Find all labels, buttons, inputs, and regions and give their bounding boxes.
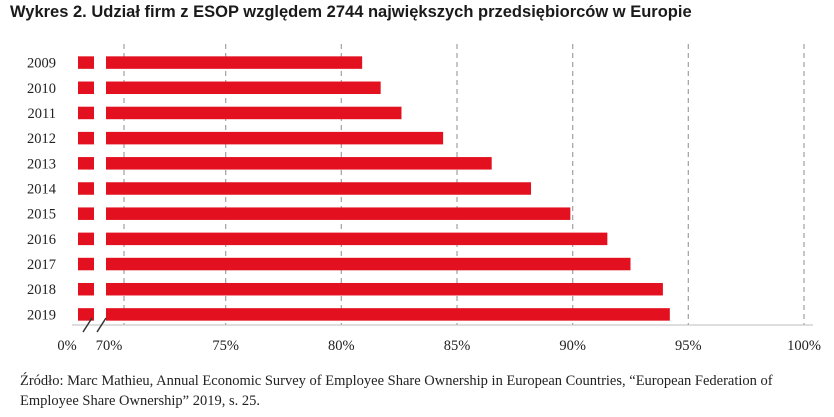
xtick-label-80: 80% — [328, 338, 355, 354]
bar-2013 — [106, 157, 492, 170]
chart-title: Wykres 2. Udział firm z ESOP względem 27… — [10, 3, 692, 21]
axis-break-mark-1 — [82, 317, 93, 333]
xtick-label-90: 90% — [559, 338, 586, 354]
bar-2010 — [106, 81, 381, 95]
bar-2018 — [106, 282, 663, 296]
ytick-label-2013: 2013 — [27, 156, 56, 172]
xtick-label-70: 70% — [96, 338, 123, 354]
bar-stub-2010 — [78, 81, 94, 95]
ytick-label-2017: 2017 — [27, 257, 56, 273]
bar-stub-2015 — [78, 207, 94, 220]
bar-2009 — [106, 56, 363, 69]
xtick-label-0: 0% — [57, 338, 76, 354]
bar-stub-2011 — [78, 106, 94, 120]
xtick-label-85: 85% — [444, 338, 471, 354]
axis-break-mark-2 — [96, 317, 107, 333]
bar-stub-2017 — [78, 257, 94, 271]
xtick-label-95: 95% — [675, 338, 702, 354]
ytick-label-2010: 2010 — [27, 81, 56, 97]
bar-stub-2014 — [78, 182, 94, 195]
xtick-label-100: 100% — [787, 338, 821, 354]
bar-2014 — [106, 182, 532, 195]
ytick-label-2009: 2009 — [27, 56, 56, 72]
ytick-label-2019: 2019 — [27, 307, 56, 323]
bar-2011 — [106, 106, 402, 120]
bar-stub-2009 — [78, 56, 94, 69]
xtick-label-75: 75% — [212, 338, 239, 354]
bar-stub-2018 — [78, 282, 94, 296]
bar-stub-2016 — [78, 232, 94, 246]
ytick-label-2018: 2018 — [27, 282, 56, 298]
ytick-label-2012: 2012 — [27, 131, 56, 147]
source-note: Źródło: Marc Mathieu, Annual Economic Su… — [20, 373, 773, 409]
bar-stub-2019 — [78, 308, 94, 321]
bar-2019 — [106, 308, 670, 321]
ytick-label-2014: 2014 — [27, 182, 57, 198]
bar-2012 — [106, 131, 444, 145]
bar-2017 — [106, 257, 631, 271]
ytick-label-2015: 2015 — [27, 207, 56, 223]
ytick-label-2011: 2011 — [28, 106, 56, 122]
ytick-label-2016: 2016 — [27, 232, 56, 248]
bar-stub-2012 — [78, 131, 94, 145]
bar-2016 — [106, 232, 608, 246]
bar-2015 — [106, 207, 571, 220]
bar-stub-2013 — [78, 157, 94, 170]
chart-plot: 2009 2010 2011 2012 2013 2014 2015 2016 2017 2018… — [27, 44, 821, 354]
